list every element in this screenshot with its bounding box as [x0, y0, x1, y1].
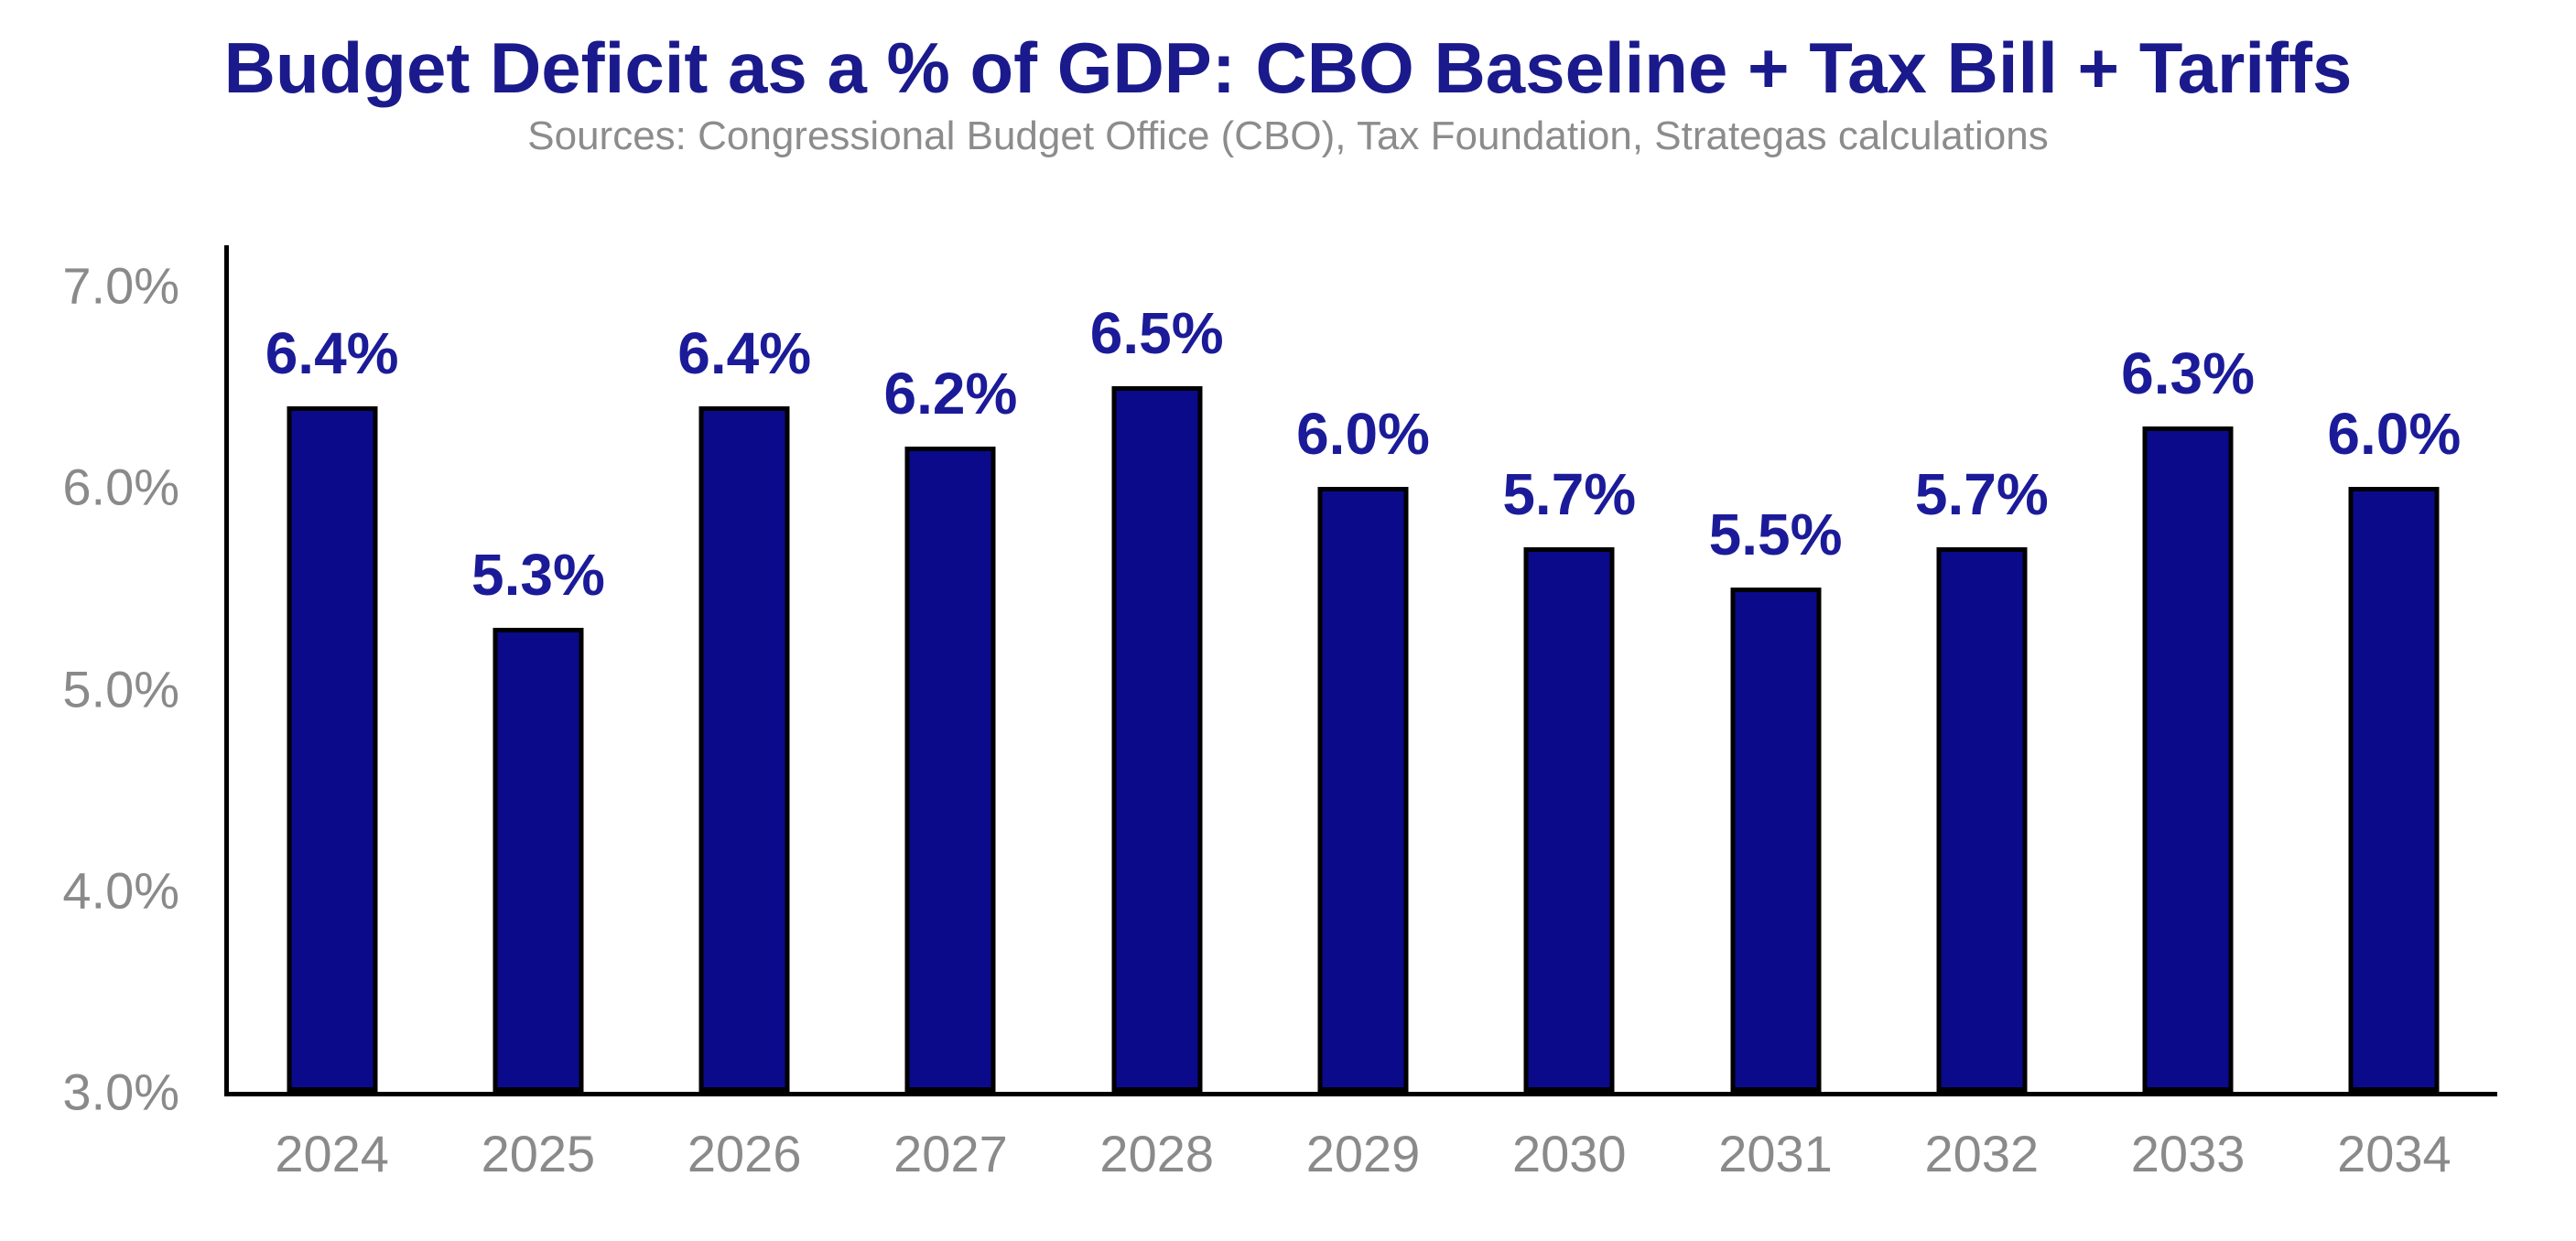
bar-value-label: 6.5%	[1089, 300, 1224, 367]
x-tick-label: 2026	[687, 1125, 802, 1182]
bar-value-label: 6.0%	[2327, 401, 2462, 468]
chart-title: Budget Deficit as a % of GDP: CBO Baseli…	[223, 27, 2353, 108]
bar-value-label: 6.4%	[265, 320, 399, 387]
bar	[287, 406, 378, 1092]
bar-value-label: 5.5%	[1708, 502, 1843, 568]
bar-value-label: 5.3%	[471, 542, 605, 609]
y-tick-label: 3.0%	[62, 1063, 179, 1121]
x-tick-label: 2027	[893, 1125, 1008, 1182]
bar-value-label: 6.3%	[2121, 340, 2256, 407]
y-axis-labels: 3.0% 4.0% 5.0% 6.0% 7.0%	[0, 245, 179, 1121]
bar	[1317, 487, 1409, 1092]
x-tick-label: 2030	[1511, 1125, 1627, 1182]
bar	[1730, 588, 1822, 1092]
bar-value-label: 6.2%	[883, 361, 1018, 427]
bar	[904, 447, 996, 1092]
x-tick-label: 2033	[2130, 1125, 2246, 1182]
bar	[1111, 386, 1203, 1092]
x-tick-label: 2029	[1305, 1125, 1421, 1182]
bar-value-label: 6.0%	[1296, 401, 1430, 468]
x-tick-label: 2032	[1924, 1125, 2040, 1182]
bar	[2142, 426, 2234, 1092]
x-tick-label: 2028	[1099, 1125, 1215, 1182]
bar	[698, 406, 790, 1092]
x-tick-label: 2031	[1718, 1125, 1833, 1182]
plot-area: 6.4% 2024 5.3% 2025 6.4% 2026 6.2% 2027 6.5% 2028…	[224, 245, 2497, 1180]
x-tick-label: 2025	[481, 1125, 596, 1182]
x-tick-label: 2024	[275, 1125, 389, 1182]
bar-value-label: 6.4%	[677, 320, 812, 387]
bar	[1523, 547, 1615, 1092]
y-tick-label: 5.0%	[62, 660, 179, 718]
bar	[2348, 487, 2440, 1092]
y-tick-label: 4.0%	[62, 861, 179, 920]
y-tick-label: 7.0%	[62, 256, 179, 315]
bar-value-label: 5.7%	[1502, 461, 1637, 528]
x-tick-label: 2034	[2337, 1125, 2452, 1182]
bar	[1936, 547, 2028, 1092]
bar	[492, 628, 584, 1092]
y-tick-label: 6.0%	[62, 458, 179, 516]
bar-value-label: 5.7%	[1914, 461, 2049, 528]
chart-source-note: Sources: Congressional Budget Office (CB…	[527, 113, 2049, 158]
